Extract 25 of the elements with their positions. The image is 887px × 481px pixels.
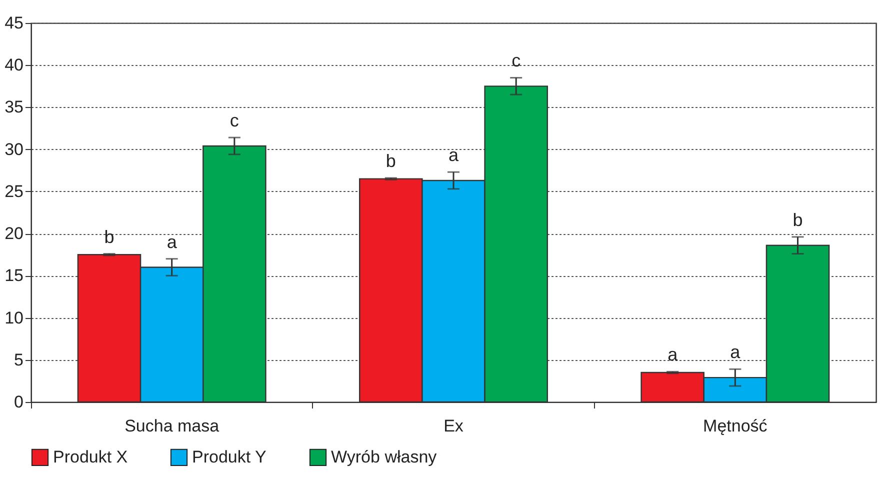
y-tick-label: 15: [4, 266, 24, 286]
y-tick-label: 30: [4, 140, 24, 159]
y-tick-label: 40: [4, 56, 24, 75]
data-label: a: [448, 145, 460, 166]
y-tick-label: 5: [14, 350, 24, 370]
y-tick-label: 10: [4, 308, 24, 328]
y-tick-label: 35: [4, 98, 24, 117]
x-tick-label: Mętność: [703, 416, 768, 436]
data-label: c: [230, 110, 239, 131]
data-label: a: [668, 344, 679, 365]
x-tick-label: Ex: [444, 416, 464, 436]
legend-label: Wyrób własny: [331, 447, 438, 466]
data-label: a: [166, 232, 178, 252]
y-tick-label: 20: [4, 224, 24, 244]
y-tick-label: 25: [4, 182, 24, 201]
legend-label: Produkt Y: [192, 447, 266, 466]
y-tick-label: 0: [14, 392, 24, 412]
data-label: b: [792, 210, 803, 230]
x-tick-label: Sucha masa: [124, 416, 220, 436]
data-label: b: [386, 150, 396, 171]
data-label: a: [730, 342, 742, 362]
data-label: b: [104, 226, 114, 247]
legend-label: Produkt X: [53, 447, 128, 466]
y-tick-label: 45: [4, 14, 24, 32]
data-label: c: [512, 50, 521, 71]
